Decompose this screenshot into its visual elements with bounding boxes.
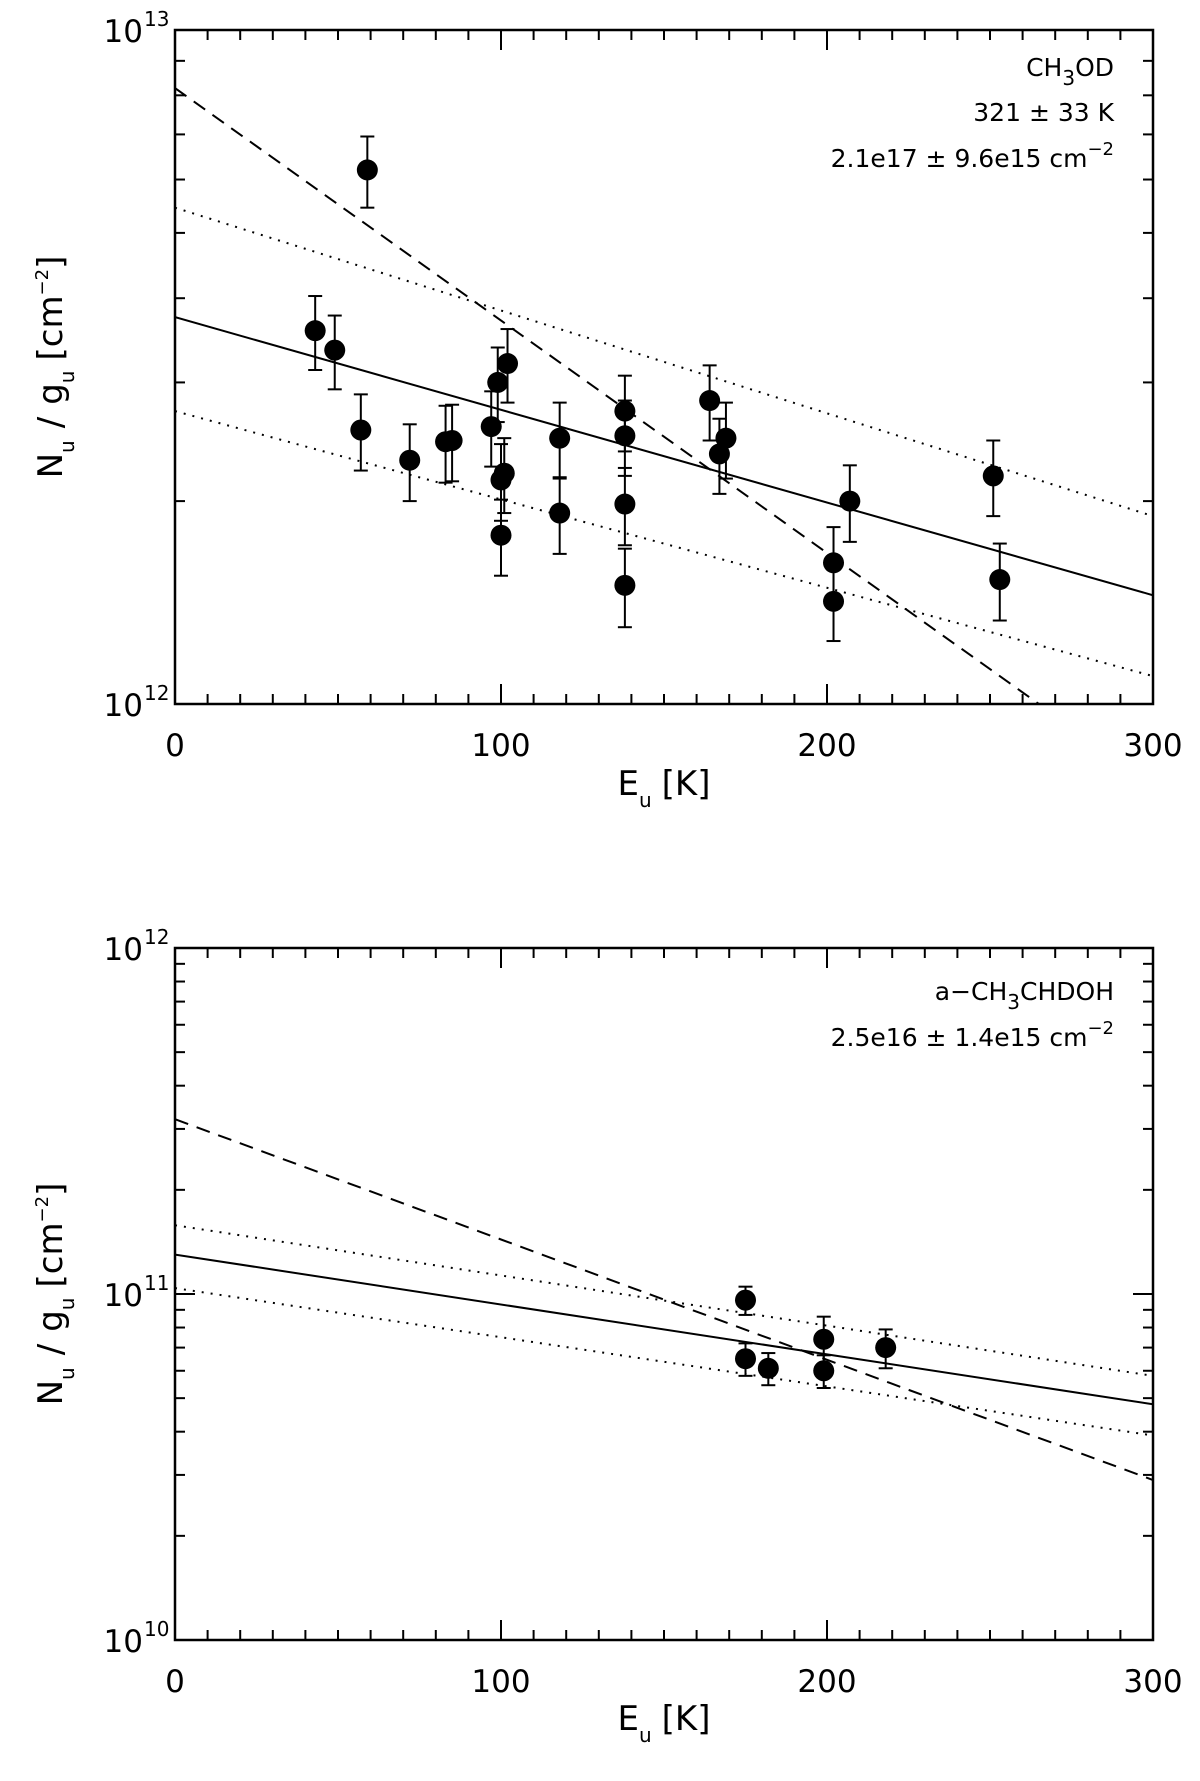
y-tick-label: 10 [104, 688, 143, 724]
data-point [493, 462, 515, 484]
column-density-label: 2.1e17 ± 9.6e15 cm−2 [831, 139, 1114, 173]
x-tick-label: 0 [165, 1664, 185, 1700]
data-point [735, 1289, 756, 1311]
y-tick-label: 10 [104, 14, 143, 50]
data-point [715, 427, 737, 449]
data-point [614, 574, 636, 596]
axis-ticks [174, 30, 1154, 705]
line-fit [175, 316, 1153, 597]
fit-lines [175, 1118, 1153, 1481]
data-point [875, 1337, 897, 1359]
data-point [497, 353, 519, 375]
data-point [490, 524, 512, 546]
data-point [982, 465, 1004, 487]
y-axis-title: Nu/gu[cm−2] [31, 1183, 79, 1406]
column-density-label: 2.5e16 ± 1.4e15 cm−2 [831, 1018, 1114, 1052]
data-points [735, 1285, 897, 1389]
x-tick-label: 200 [797, 728, 856, 764]
y-tick-label: 10 [104, 1624, 143, 1660]
x-tick-label: 100 [471, 728, 530, 764]
data-point [708, 443, 730, 465]
data-point [399, 449, 421, 471]
data-point [839, 490, 861, 512]
y-tick-label-exponent: 11 [144, 1271, 169, 1295]
data-point [304, 320, 326, 342]
temperature-label: 321 ± 33 K [973, 98, 1114, 127]
data-point [487, 371, 509, 393]
line-comparison [175, 87, 1040, 704]
species-label: CH3OD [1026, 53, 1114, 90]
data-point [823, 552, 845, 574]
data-point [989, 569, 1011, 591]
data-point [699, 390, 721, 412]
line-comparison [175, 1118, 1153, 1481]
y-tick-label-exponent: 12 [144, 681, 169, 705]
data-points [304, 135, 1011, 643]
x-tick-label: 100 [471, 1664, 530, 1700]
data-point [350, 419, 372, 441]
data-point [813, 1360, 835, 1382]
x-tick-label: 200 [797, 1664, 856, 1700]
y-tick-label: 10 [104, 1278, 143, 1314]
y-tick-label-exponent: 12 [144, 925, 169, 949]
data-point [813, 1328, 835, 1350]
x-axis-title: Eu [K] [618, 764, 711, 812]
data-point [441, 430, 463, 452]
y-axis-title: Nu/gu[cm−2] [31, 256, 79, 479]
data-point [614, 493, 636, 515]
data-point [324, 339, 346, 361]
line-fit [175, 1253, 1153, 1406]
data-point [757, 1357, 779, 1379]
line-upper-bound [175, 1224, 1153, 1377]
fit-lines [175, 87, 1153, 704]
annotation: CH3OD 321 ± 33 K 2.1e17 ± 9.6e15 cm−2 [831, 53, 1115, 173]
line-lower-bound [175, 1287, 1153, 1437]
data-point [614, 425, 636, 447]
data-point [549, 502, 571, 524]
data-point [549, 427, 571, 449]
data-point [356, 159, 378, 181]
data-point [735, 1348, 756, 1370]
y-tick-label: 10 [104, 932, 143, 968]
y-tick-label-exponent: 10 [144, 1617, 169, 1641]
plot-frame [173, 28, 1155, 706]
data-point [823, 590, 845, 612]
axis-ticks [174, 948, 1154, 1641]
x-tick-label: 300 [1123, 728, 1182, 764]
x-tick-label: 0 [165, 728, 185, 764]
x-axis-title: Eu [K] [618, 1699, 711, 1747]
annotation: a−CH3CHDOH 2.5e16 ± 1.4e15 cm−2 [831, 977, 1114, 1052]
y-tick-label-exponent: 13 [144, 7, 169, 31]
species-label: a−CH3CHDOH [935, 977, 1114, 1014]
x-tick-label: 300 [1123, 1664, 1182, 1700]
line-upper-bound [175, 206, 1153, 518]
